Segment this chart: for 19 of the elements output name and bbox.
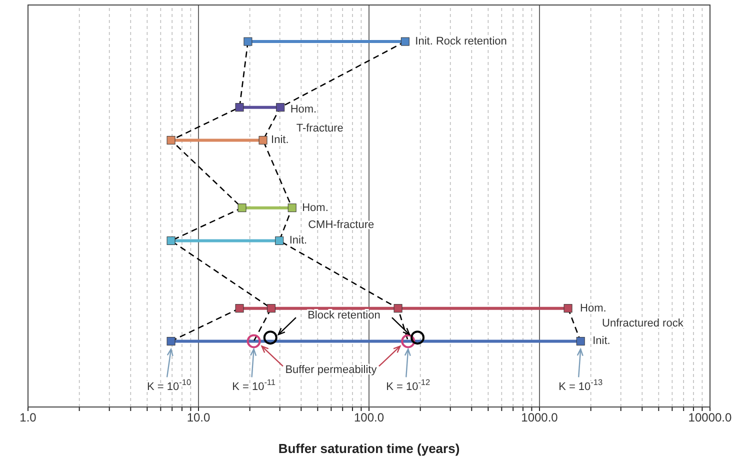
annotation: T-fracture [296,122,344,134]
annotation: K = 10$^{-11}$ [232,378,276,394]
annotation: Unfractured rock [602,317,684,330]
x-axis-title: Buffer saturation time (years) [278,441,460,456]
x-tick-label: 100.0 [354,410,384,425]
annotation: Hom. [290,103,317,116]
annotation: K = 10$^{-10}$ [147,378,192,394]
annotation: K = 10$^{-12}$ [386,378,431,394]
annotation: Hom. [302,202,328,214]
x-tick-label: 10.0 [186,410,210,425]
annotation: Init. [592,335,610,348]
annotation: Init. Rock retention [415,36,507,48]
x-tick-label: 10000.0 [688,410,732,425]
annotation: K = 10$^{-13}$ [558,378,604,394]
x-tick-label: 1000.0 [521,410,558,425]
annotation: Init. [289,234,308,247]
annotation: Hom. [580,302,606,314]
x-tick-label: 1.0 [20,410,37,425]
annotation: Init. [271,134,289,146]
